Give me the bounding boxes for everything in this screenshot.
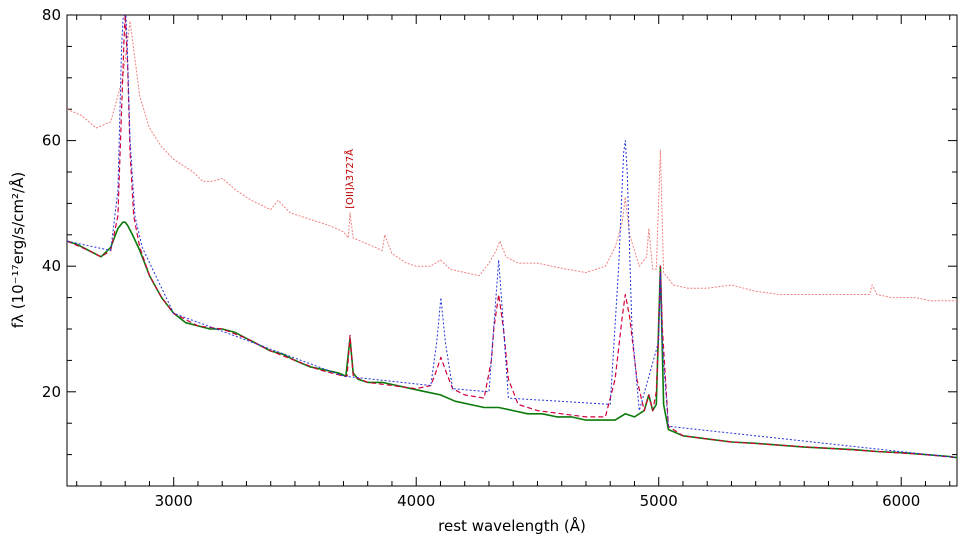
y-tick-label: 40 xyxy=(42,257,61,275)
x-tick-label: 3000 xyxy=(155,492,193,510)
x-axis-label: rest wavelength (Å) xyxy=(438,516,586,535)
series-layer xyxy=(67,15,957,459)
y-tick-label: 60 xyxy=(42,132,61,150)
series-comparison-line xyxy=(67,20,957,302)
series-components-line xyxy=(67,15,957,459)
tick-marks xyxy=(67,14,957,487)
y-tick-label: 80 xyxy=(42,6,61,24)
y-axis-label: fλ (10⁻¹⁷erg/s/cm²/Å) xyxy=(8,172,27,328)
series-model-line xyxy=(67,15,957,459)
y-tick-label: 20 xyxy=(42,383,61,401)
annotation-label: [OII]λ3727Å xyxy=(343,149,356,209)
series-observed-line xyxy=(67,221,957,459)
x-tick-label: 5000 xyxy=(640,492,678,510)
x-tick-label: 6000 xyxy=(882,492,920,510)
plot-frame xyxy=(66,14,958,487)
annotations: [OII]λ3727Å xyxy=(343,149,356,209)
tick-labels: 3000 4000 5000 6000 20 40 60 80 xyxy=(42,6,920,510)
x-tick-label: 4000 xyxy=(397,492,435,510)
